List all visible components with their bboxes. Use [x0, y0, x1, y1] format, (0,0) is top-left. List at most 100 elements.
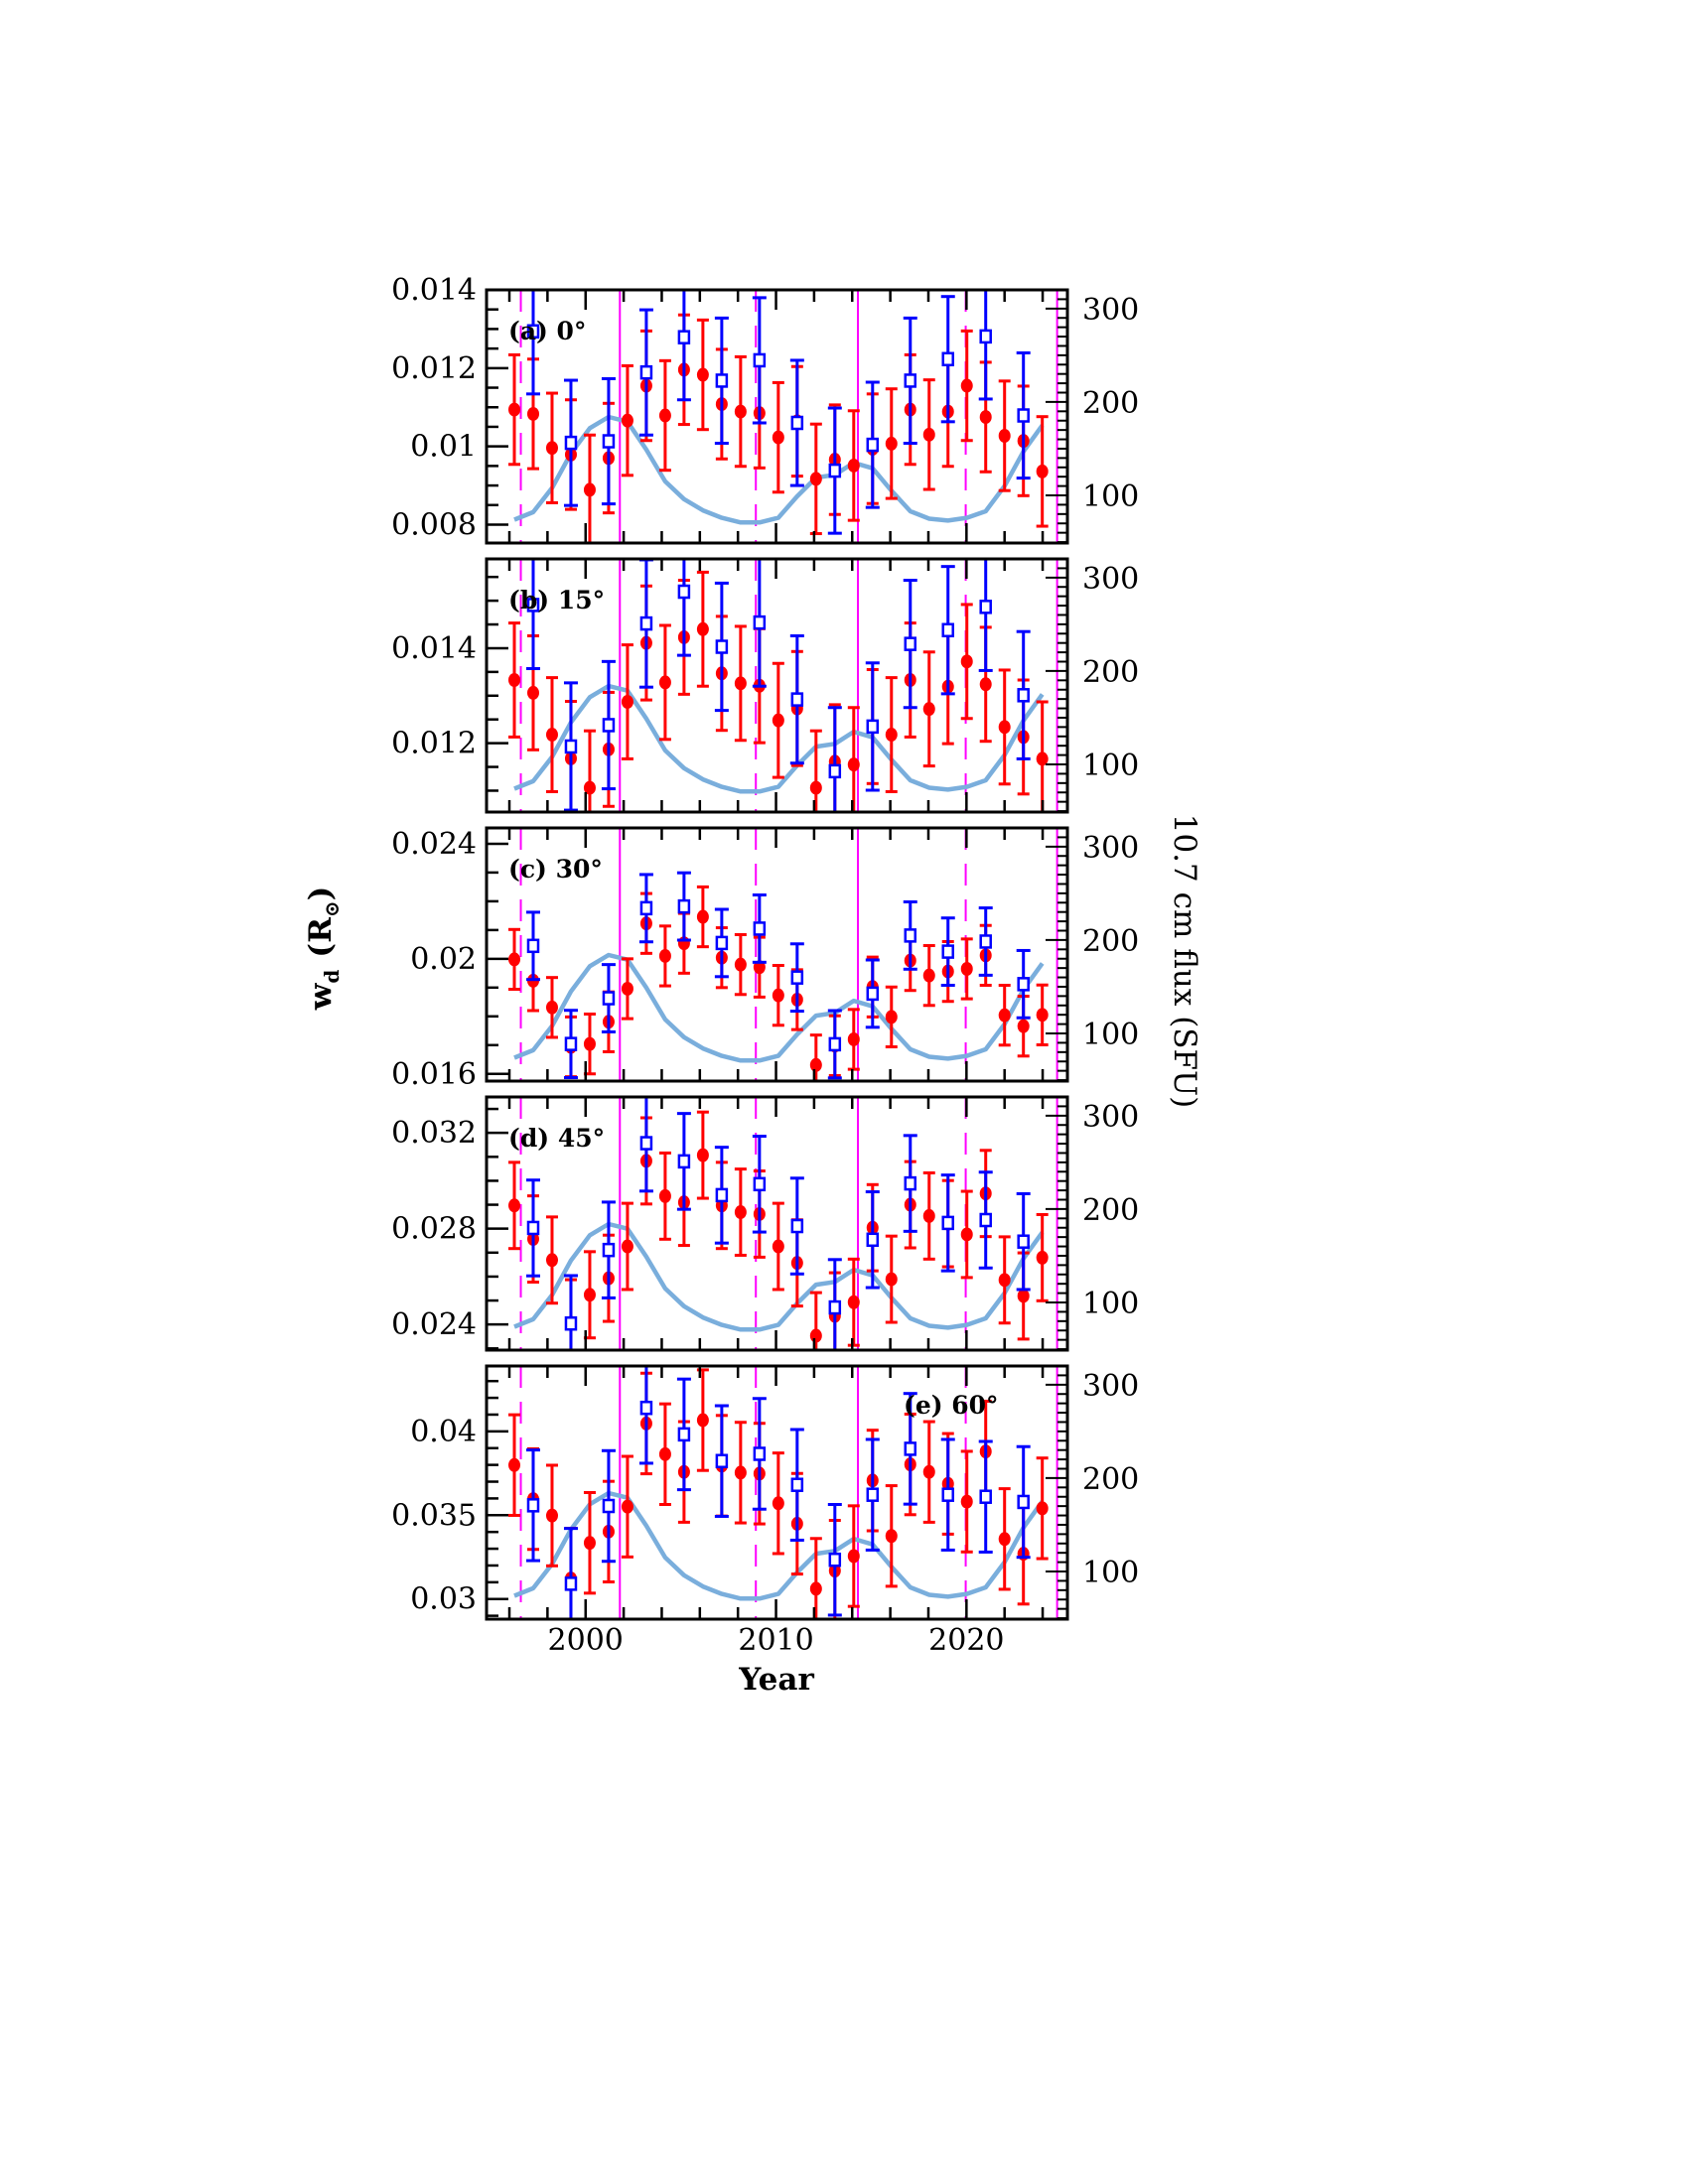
blue-point	[753, 1446, 767, 1461]
right-tick-label: 200	[1082, 386, 1139, 421]
blue-point	[979, 329, 992, 344]
blue-point	[602, 434, 616, 449]
blue-point	[602, 1242, 616, 1258]
red-point	[696, 367, 709, 382]
red-point	[734, 957, 747, 972]
red-point	[583, 1036, 596, 1051]
red-point	[772, 430, 784, 445]
blue-point	[866, 437, 880, 453]
right-tick-label: 100	[1082, 1556, 1139, 1590]
red-point	[847, 1549, 860, 1564]
red-point	[734, 1465, 747, 1480]
blue-point	[866, 1487, 880, 1502]
red-point	[998, 720, 1011, 735]
red-point	[885, 1529, 898, 1544]
blue-point	[904, 928, 917, 943]
blue-point	[790, 1218, 804, 1234]
blue-point	[564, 1576, 578, 1591]
red-point	[658, 1446, 671, 1461]
panel-e: 0.04 0.035 0.03 300 200 100 (e) 60°	[391, 1364, 1139, 1621]
red-point	[960, 961, 973, 976]
blue-point	[828, 463, 842, 478]
red-point	[508, 402, 521, 417]
red-point	[621, 981, 633, 996]
flux-curve	[513, 952, 1045, 1063]
x-tick-label: 2020	[928, 1623, 1004, 1658]
red-point	[960, 378, 973, 393]
red-point	[508, 672, 521, 687]
blue-point	[790, 415, 804, 431]
blue-point	[639, 615, 653, 631]
blue-point	[526, 324, 540, 340]
left-tick-label: 0.024	[391, 827, 477, 862]
blue-point	[677, 584, 691, 600]
x-axis-title: Year	[738, 1662, 814, 1698]
panel-label: (a) 0°	[508, 317, 586, 345]
red-point	[998, 1273, 1011, 1288]
right-tick-label: 100	[1082, 1018, 1139, 1052]
right-tick-label: 300	[1082, 562, 1139, 597]
panel-b: 0.014 0.012 300 200 100 (b) 15°	[391, 557, 1139, 814]
blue-point	[677, 1427, 691, 1442]
red-point	[696, 909, 709, 924]
right-tick-label: 100	[1082, 1287, 1139, 1321]
blue-point	[564, 1315, 578, 1331]
left-axis-title-subscript: d	[320, 970, 344, 984]
panel-c: 0.024 0.02 0.016 300 200 100 (c) 30°	[391, 826, 1139, 1092]
red-point	[658, 1188, 671, 1203]
red-point	[1017, 1019, 1030, 1033]
left-tick-label: 0.032	[391, 1116, 477, 1151]
red-point	[734, 404, 747, 419]
blue-point	[941, 622, 954, 638]
left-tick-label: 0.03	[410, 1582, 477, 1617]
blue-point	[904, 1175, 917, 1191]
blue-point	[979, 934, 992, 949]
red-point	[696, 1148, 709, 1162]
panel-a: 0.014 0.012 0.01 0.008 300 200 100 (a) 0°	[391, 273, 1139, 545]
blue-point	[828, 1036, 842, 1052]
blue-point	[828, 763, 842, 779]
blue-point	[715, 1187, 729, 1203]
left-tick-label: 0.04	[410, 1415, 477, 1449]
red-point	[960, 1494, 973, 1509]
red-point	[998, 1532, 1011, 1547]
blue-point	[602, 991, 616, 1006]
panel-label: (b) 15°	[508, 586, 605, 614]
red-point	[545, 441, 558, 456]
flux-curve	[513, 414, 1045, 525]
blue-point	[526, 938, 540, 954]
red-point	[508, 1457, 521, 1472]
flux-curve	[513, 1490, 1045, 1601]
red-point	[772, 988, 784, 1003]
blue-point	[602, 1498, 616, 1514]
red-point	[998, 429, 1011, 444]
red-point	[583, 1288, 596, 1302]
blue-point	[564, 739, 578, 754]
right-tick-label: 200	[1082, 924, 1139, 959]
red-point	[583, 1536, 596, 1551]
blue-point	[639, 1400, 653, 1416]
blue-point	[979, 1489, 992, 1504]
red-point	[545, 1253, 558, 1268]
right-tick-label: 300	[1082, 1369, 1139, 1404]
right-tick-label: 300	[1082, 1100, 1139, 1135]
red-point	[922, 968, 935, 983]
blue-point	[866, 986, 880, 1002]
left-axis-title-symbol: w	[303, 982, 339, 1011]
blue-point	[753, 1176, 767, 1192]
red-point	[658, 675, 671, 690]
red-point	[696, 1413, 709, 1428]
blue-point	[639, 364, 653, 380]
blue-point	[526, 1220, 540, 1236]
panel-label: (c) 30°	[508, 855, 603, 884]
blue-point	[715, 373, 729, 388]
blue-point	[904, 1441, 917, 1456]
blue-point	[677, 898, 691, 914]
red-point	[922, 1464, 935, 1479]
red-point	[621, 695, 633, 710]
right-tick-label: 200	[1082, 1193, 1139, 1228]
blue-point	[753, 352, 767, 368]
left-tick-label: 0.01	[410, 430, 477, 465]
red-point	[658, 948, 671, 963]
